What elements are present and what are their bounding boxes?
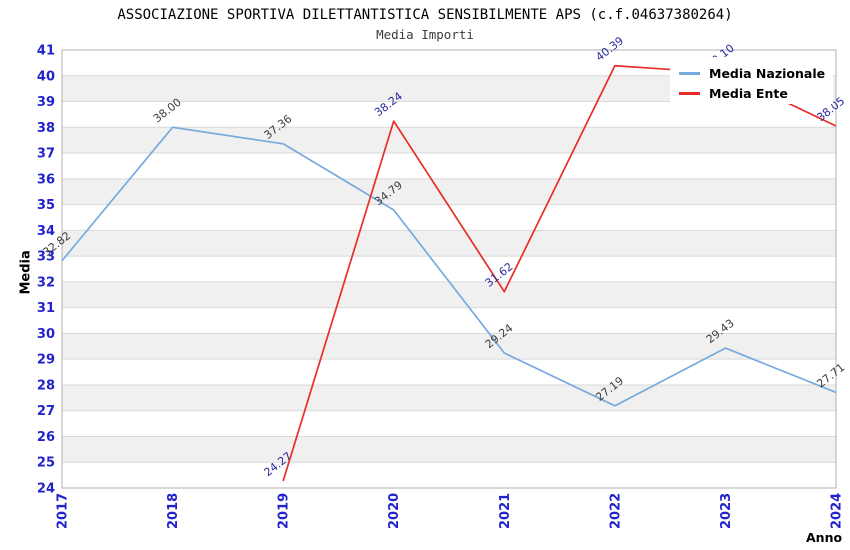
y-tick-label: 32 — [37, 275, 55, 290]
series-line-media-nazionale — [61, 126, 837, 407]
y-tick-label: 29 — [37, 353, 55, 368]
x-tick-label: 2020 — [387, 493, 402, 529]
x-tick-label: 2017 — [56, 493, 71, 529]
y-tick-label: 40 — [37, 69, 55, 84]
grid-band — [62, 178, 836, 205]
chart-subtitle: Media Importi — [376, 27, 474, 42]
y-tick-label: 39 — [37, 95, 55, 110]
y-tick-label: 35 — [37, 198, 55, 213]
legend-item-media-nazionale: Media Nazionale — [679, 63, 833, 83]
grid-band — [62, 230, 836, 257]
x-tick-label: 2022 — [608, 493, 623, 529]
y-tick-label: 28 — [37, 378, 55, 393]
data-point-label: 40.39 — [593, 34, 626, 64]
y-tick-label: 37 — [37, 147, 55, 162]
y-axis-title: Media — [18, 250, 34, 295]
legend-swatch-red-line — [679, 91, 700, 95]
y-tick-label: 33 — [37, 250, 55, 265]
y-tick-label: 36 — [37, 172, 55, 187]
legend-label: Media Ente — [709, 85, 788, 101]
chart-legend: Media Nazionale Media Ente — [670, 57, 833, 104]
legend-item-media-ente: Media Ente — [679, 83, 833, 103]
y-tick-label: 30 — [37, 327, 55, 342]
grid-band — [62, 384, 836, 411]
legend-label: Media Nazionale — [709, 65, 826, 81]
y-tick-label: 27 — [37, 404, 55, 419]
y-tick-label: 25 — [37, 456, 55, 471]
y-tick-label: 41 — [37, 44, 55, 59]
x-tick-label: 2021 — [498, 493, 513, 529]
grid-band — [62, 436, 836, 463]
legend-swatch-blue-line — [679, 71, 700, 75]
y-tick-label: 24 — [37, 482, 55, 497]
x-tick-label: 2024 — [830, 493, 845, 529]
grid-band — [62, 127, 836, 154]
plot-border — [61, 49, 837, 489]
grid-band — [62, 281, 836, 308]
chart-title: ASSOCIAZIONE SPORTIVA DILETTANTISTICA SE… — [117, 7, 733, 23]
x-tick-label: 2018 — [166, 493, 181, 529]
y-tick-label: 38 — [37, 121, 55, 136]
y-tick-label: 31 — [37, 301, 55, 316]
x-tick-label: 2019 — [277, 493, 292, 529]
y-tick-label: 26 — [37, 430, 55, 445]
x-tick-label: 2023 — [719, 493, 734, 529]
x-axis-title: Anno — [806, 530, 843, 545]
grid-band — [62, 333, 836, 360]
y-tick-label: 34 — [37, 224, 55, 239]
